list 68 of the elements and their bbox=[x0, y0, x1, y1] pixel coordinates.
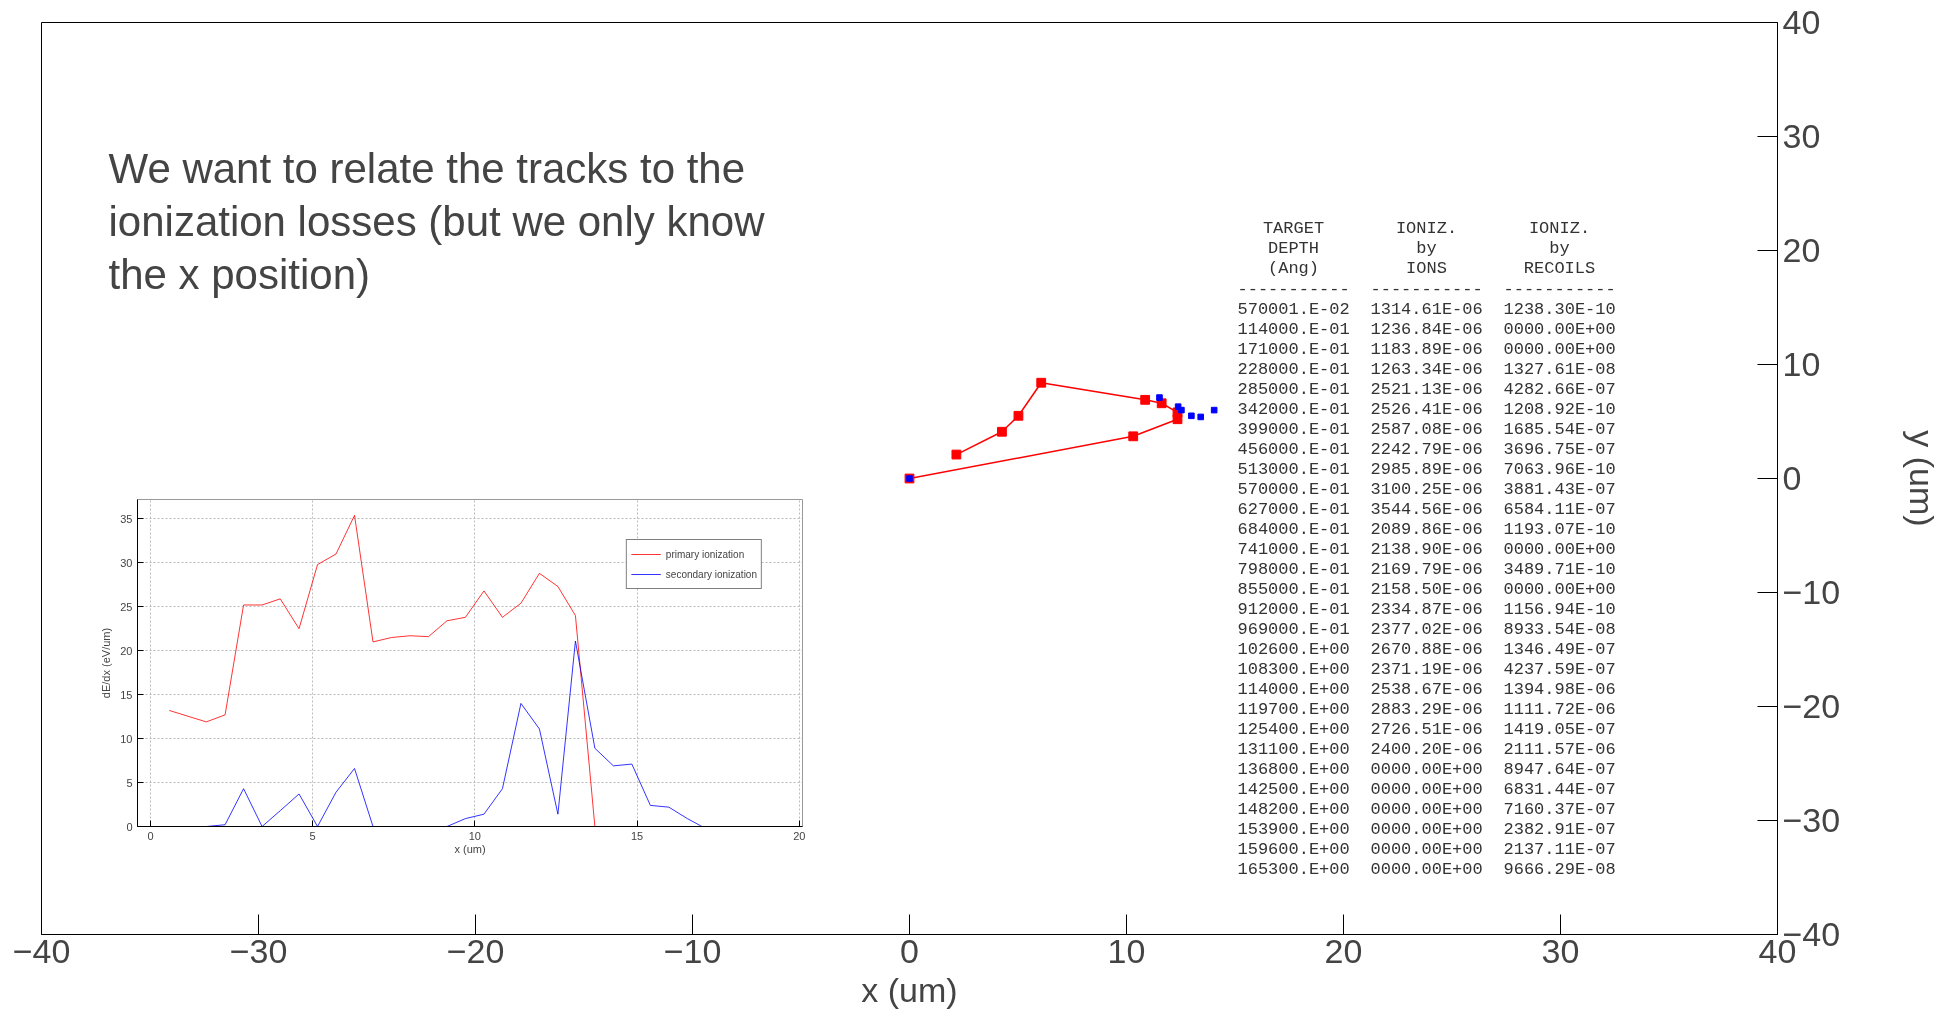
text: 153900.E+00 0000.00E+00 2382.91E-07 bbox=[1237, 820, 1616, 839]
x-tick-label: 5 bbox=[309, 829, 316, 842]
text: 165300.E+00 0000.00E+00 9666.29E-08 bbox=[1237, 860, 1616, 879]
y-tick-label: 10 bbox=[120, 732, 133, 745]
annotation: We want to relate the tracks to the ionization losses (but we only know the x position) bbox=[108, 144, 766, 298]
text: 570000.E-01 3100.25E-06 3881.43E-07 bbox=[1237, 480, 1616, 499]
x-tick-label: 0 bbox=[147, 829, 154, 842]
text: 570001.E-02 1314.61E-06 1238.30E-10 bbox=[1237, 300, 1616, 319]
y-tick-label: −20 bbox=[1782, 687, 1841, 725]
legend-label: secondary ionization bbox=[665, 568, 757, 580]
text: 627000.E-01 3544.56E-06 6584.11E-07 bbox=[1237, 500, 1616, 519]
x-tick-label: −20 bbox=[446, 931, 505, 970]
text: TARGET IONIZ. IONIZ. bbox=[1262, 219, 1591, 238]
y-tick-label: 25 bbox=[120, 600, 133, 613]
x-tick-label: 20 bbox=[1324, 931, 1363, 970]
legend-label: primary ionization bbox=[665, 548, 745, 560]
y-tick-label: 40 bbox=[1782, 3, 1821, 41]
x-tick-label: 10 bbox=[468, 829, 481, 842]
text: 114000.E-01 1236.84E-06 0000.00E+00 bbox=[1237, 320, 1616, 339]
y-tick-label: 0 bbox=[1782, 459, 1802, 497]
y-tick-label: 0 bbox=[126, 820, 133, 833]
x-tick-label: 10 bbox=[1107, 931, 1146, 970]
text: 159600.E+00 0000.00E+00 2137.11E-07 bbox=[1237, 840, 1616, 859]
text: 108300.E+00 2371.19E-06 4237.59E-07 bbox=[1237, 660, 1616, 679]
text: 456000.E-01 2242.79E-06 3696.75E-07 bbox=[1237, 440, 1616, 459]
text: 102600.E+00 2670.88E-06 1346.49E-07 bbox=[1237, 640, 1616, 659]
y-tick-label: 30 bbox=[120, 556, 133, 569]
text: 114000.E+00 2538.67E-06 1394.98E-06 bbox=[1237, 680, 1616, 699]
text: 684000.E-01 2089.86E-06 1193.07E-10 bbox=[1237, 520, 1616, 539]
x-tick-label: −40 bbox=[12, 931, 71, 970]
text: 148200.E+00 0000.00E+00 7160.37E-07 bbox=[1237, 800, 1616, 819]
text: 912000.E-01 2334.87E-06 1156.94E-10 bbox=[1237, 600, 1616, 619]
y-tick-label: 20 bbox=[1782, 231, 1821, 269]
text: 513000.E-01 2985.89E-06 7063.96E-10 bbox=[1237, 460, 1616, 479]
text: 798000.E-01 2169.79E-06 3489.71E-10 bbox=[1237, 560, 1616, 579]
y-tick-label: 35 bbox=[120, 512, 133, 525]
text: (Ang) IONS RECOILS bbox=[1268, 259, 1596, 278]
text: 399000.E-01 2587.08E-06 1685.54E-07 bbox=[1237, 420, 1616, 439]
text: 136800.E+00 0000.00E+00 8947.64E-07 bbox=[1237, 760, 1616, 779]
x-tick-label: −30 bbox=[229, 931, 288, 970]
text: ----------- ----------- ----------- bbox=[1237, 280, 1616, 299]
x-axis-title: x (um) bbox=[861, 970, 958, 1009]
text: 119700.E+00 2883.29E-06 1111.72E-06 bbox=[1237, 700, 1616, 719]
y-axis-title: dE/dx (eV/um) bbox=[100, 627, 113, 699]
x-tick-label: 15 bbox=[630, 829, 644, 842]
y-axis-title: y (um) bbox=[1903, 430, 1942, 527]
text: 855000.E-01 2158.50E-06 0000.00E+00 bbox=[1237, 580, 1616, 599]
text: DEPTH by by bbox=[1268, 239, 1570, 258]
text: 342000.E-01 2526.41E-06 1208.92E-10 bbox=[1237, 400, 1616, 419]
x-tick-label: −10 bbox=[663, 931, 722, 970]
y-tick-label: 20 bbox=[120, 644, 133, 657]
y-tick-label: 15 bbox=[120, 688, 133, 701]
text: 125400.E+00 2726.51E-06 1419.05E-07 bbox=[1237, 720, 1616, 739]
x-tick-label: 0 bbox=[900, 931, 919, 970]
text: 142500.E+00 0000.00E+00 6831.44E-07 bbox=[1237, 780, 1616, 799]
text: 741000.E-01 2138.90E-06 0000.00E+00 bbox=[1237, 540, 1616, 559]
x-axis-title: x (um) bbox=[454, 842, 486, 855]
text: 285000.E-01 2521.13E-06 4282.66E-07 bbox=[1237, 380, 1616, 399]
text: 969000.E-01 2377.02E-06 8933.54E-08 bbox=[1237, 620, 1616, 639]
y-tick-label: 30 bbox=[1782, 117, 1821, 155]
x-tick-label: 20 bbox=[793, 829, 806, 842]
text: 171000.E-01 1183.89E-06 0000.00E+00 bbox=[1237, 340, 1616, 359]
y-tick-label: −10 bbox=[1782, 573, 1841, 611]
text: 228000.E-01 1263.34E-06 1327.61E-08 bbox=[1237, 360, 1616, 379]
y-tick-label: 10 bbox=[1782, 345, 1821, 383]
x-tick-label: 30 bbox=[1541, 931, 1580, 970]
y-tick-label: 5 bbox=[126, 776, 133, 789]
text: 131100.E+00 2400.20E-06 2111.57E-06 bbox=[1237, 740, 1616, 759]
